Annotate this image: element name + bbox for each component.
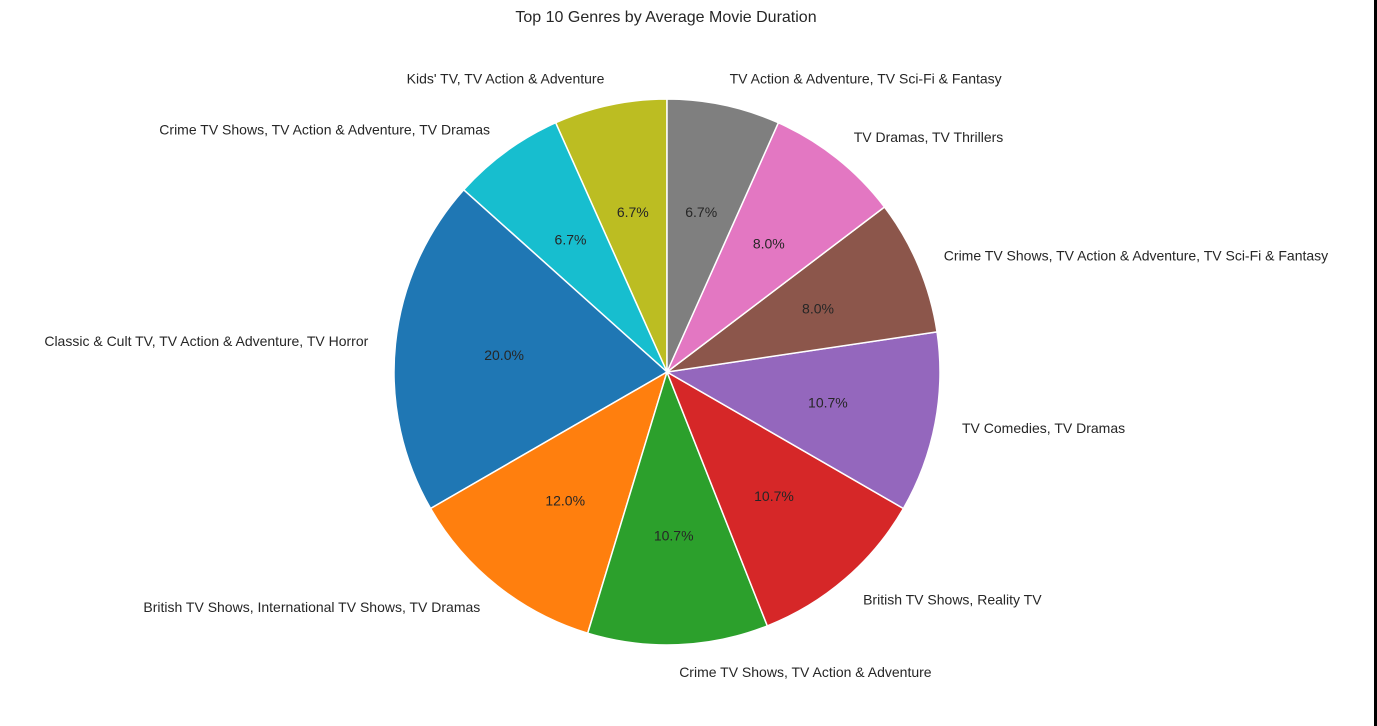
pie-slice-british-tv-shows-international-tv-shows-tv-dramas [429,371,668,634]
pct-label-2: 20.0% [484,347,524,363]
pct-label-0: 6.7% [617,204,649,220]
pct-label-9: 6.7% [685,204,717,220]
pie-slice-tv-dramas-tv-thrillers [666,121,886,373]
chart-title: Top 10 Genres by Average Movie Duration [515,9,816,26]
pct-label-7: 8.0% [802,301,834,317]
slice-labels: Kids' TV, TV Action & Adventure Crime TV … [44,70,1328,680]
pct-label-4: 10.7% [654,528,694,544]
pie-slice-british-tv-shows-reality-tv [666,371,905,627]
pie-slice-crime-tv-shows-tv-action-adventure-tv-dramas [462,121,668,373]
frame-edge [1374,0,1377,726]
pie-slice-classic-cult-tv-tv-action-adventure-tv-horror [393,189,668,510]
pie-slice-tv-comedies-tv-dramas [666,331,941,510]
slice-label-crime-tv-shows-tv-action-adventure: Crime TV Shows, TV Action & Adventure [679,664,932,680]
pct-label-6: 10.7% [808,395,848,411]
pct-label-5: 10.7% [754,488,794,504]
slice-label-kids-tv-tv-action-adventure: Kids' TV, TV Action & Adventure [407,70,605,86]
pct-label-3: 12.0% [545,492,585,508]
pct-label-8: 8.0% [753,236,785,252]
slice-label-british-tv-shows-international-tv-shows-tv-dramas: British TV Shows, International TV Shows… [143,599,480,615]
percent-labels: 6.7% 6.7% 20.0% 12.0% 10.7% 10.7% 10.7% 8.0% 8.0… [484,204,848,544]
slice-label-crime-tv-shows-tv-action-adventure-tv-sci-fi-fantasy: Crime TV Shows, TV Action & Adventure, T… [944,248,1328,264]
pct-label-1: 6.7% [555,232,587,248]
slice-label-tv-action-adventure-tv-sci-fi-fantasy: TV Action & Adventure, TV Sci-Fi & Fanta… [730,70,1002,86]
pie-slice-crime-tv-shows-tv-action-adventure [586,371,769,646]
slice-label-crime-tv-shows-tv-action-adventure-tv-dramas: Crime TV Shows, TV Action & Adventure, T… [159,121,490,137]
pie-slice-kids-tv-tv-action-adventure [554,98,668,373]
slice-label-tv-dramas-tv-thrillers: TV Dramas, TV Thrillers [854,129,1004,145]
slice-label-tv-comedies-tv-dramas: TV Comedies, TV Dramas [962,420,1125,436]
pie-slices [393,98,941,646]
slice-label-classic-cult-tv-tv-action-adventure-tv-horror: Classic & Cult TV, TV Action & Adventure… [44,333,368,349]
slice-label-british-tv-shows-reality-tv: British TV Shows, Reality TV [863,591,1042,607]
pie-slice-tv-action-adventure-tv-sci-fi-fantasy [666,98,780,373]
pie-slice-crime-tv-shows-tv-action-adventure-tv-sci-fi-fantasy [666,206,938,373]
